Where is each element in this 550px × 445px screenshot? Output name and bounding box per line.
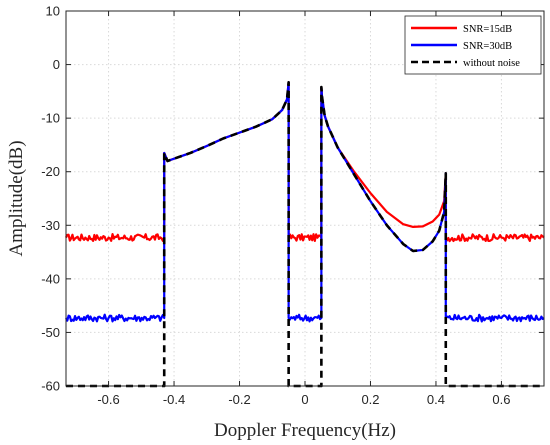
x-tick-label: -0.4 <box>163 392 185 407</box>
y-tick-label: -40 <box>41 271 60 286</box>
x-tick-label: -0.2 <box>228 392 250 407</box>
y-tick-label: 0 <box>53 57 60 72</box>
y-tick-label: -60 <box>41 379 60 394</box>
x-axis-label: Doppler Frequency(Hz) <box>214 420 396 441</box>
series-line-1 <box>65 81 545 323</box>
legend-entry-label: without noise <box>463 58 520 69</box>
series-line-0 <box>65 81 545 243</box>
series-line-2 <box>66 80 544 388</box>
x-tick-label: 0.6 <box>492 392 510 407</box>
legend-entry-label: SNR=30dB <box>463 41 512 52</box>
y-tick-label: -10 <box>41 111 60 126</box>
y-tick-label: -30 <box>41 218 60 233</box>
y-axis-label: Amplitude(dB) <box>6 140 27 256</box>
x-tick-label: 0.2 <box>361 392 379 407</box>
plot-series <box>65 80 545 388</box>
axis-ticks: -0.6 -0.4 -0.2 0 0.2 0.4 0.6 10 0 -10 -20 -30 -40 -50… <box>41 4 544 407</box>
legend-entry-label: SNR=15dB <box>463 24 512 35</box>
x-tick-label: 0.4 <box>427 392 445 407</box>
legend: SNR=15dB SNR=30dB without noise <box>404 15 542 75</box>
y-tick-label: 10 <box>46 4 60 19</box>
y-tick-label: -50 <box>41 325 60 340</box>
x-tick-label: 0 <box>301 392 308 407</box>
grid <box>66 10 544 387</box>
y-tick-label: -20 <box>41 164 60 179</box>
x-tick-label: -0.6 <box>97 392 119 407</box>
